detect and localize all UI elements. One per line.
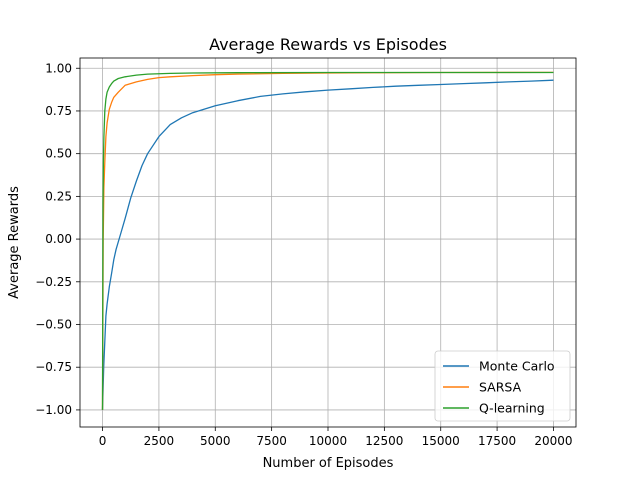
y-tick-label: 1.00 [45, 61, 72, 75]
chart-title: Average Rewards vs Episodes [209, 35, 447, 54]
y-tick-label: −0.50 [35, 318, 72, 332]
x-tick-label: 12500 [365, 434, 403, 448]
y-tick-label: 0.75 [45, 104, 72, 118]
y-tick-label: 0.00 [45, 232, 72, 246]
y-tick-label: 0.50 [45, 147, 72, 161]
x-tick-label: 7500 [256, 434, 287, 448]
x-axis-label: Number of Episodes [263, 456, 394, 471]
y-axis-label: Average Rewards [7, 186, 22, 299]
y-tick-label: −1.00 [35, 403, 72, 417]
series-line-monte-carlo [101, 79, 554, 410]
series-line-q-learning [101, 71, 554, 410]
y-tick-label: −0.25 [35, 275, 72, 289]
legend-label: Q-learning [479, 401, 545, 416]
legend-label: SARSA [479, 380, 522, 395]
y-tick-label: −0.75 [35, 360, 72, 374]
x-tick-label: 10000 [309, 434, 347, 448]
x-tick-label: 2500 [144, 434, 175, 448]
y-tick-label: 0.25 [45, 189, 72, 203]
x-tick-label: 17500 [478, 434, 516, 448]
x-ticks: 0 2500 5000 7500 10000 12500 15000 17500 20000 [99, 427, 573, 448]
series-lines [101, 71, 554, 410]
x-tick-label: 5000 [200, 434, 231, 448]
x-tick-label: 0 [99, 434, 107, 448]
series-line-sarsa [101, 71, 554, 410]
legend: Monte Carlo SARSA Q-learning [434, 350, 571, 422]
y-ticks: −1.00 −0.75 −0.50 −0.25 0.00 0.25 0.50 0.75 1.00 [35, 61, 80, 417]
x-tick-label: 15000 [422, 434, 460, 448]
grid [80, 58, 576, 427]
legend-box [434, 350, 571, 422]
x-tick-label: 20000 [534, 434, 572, 448]
legend-label: Monte Carlo [479, 359, 555, 374]
